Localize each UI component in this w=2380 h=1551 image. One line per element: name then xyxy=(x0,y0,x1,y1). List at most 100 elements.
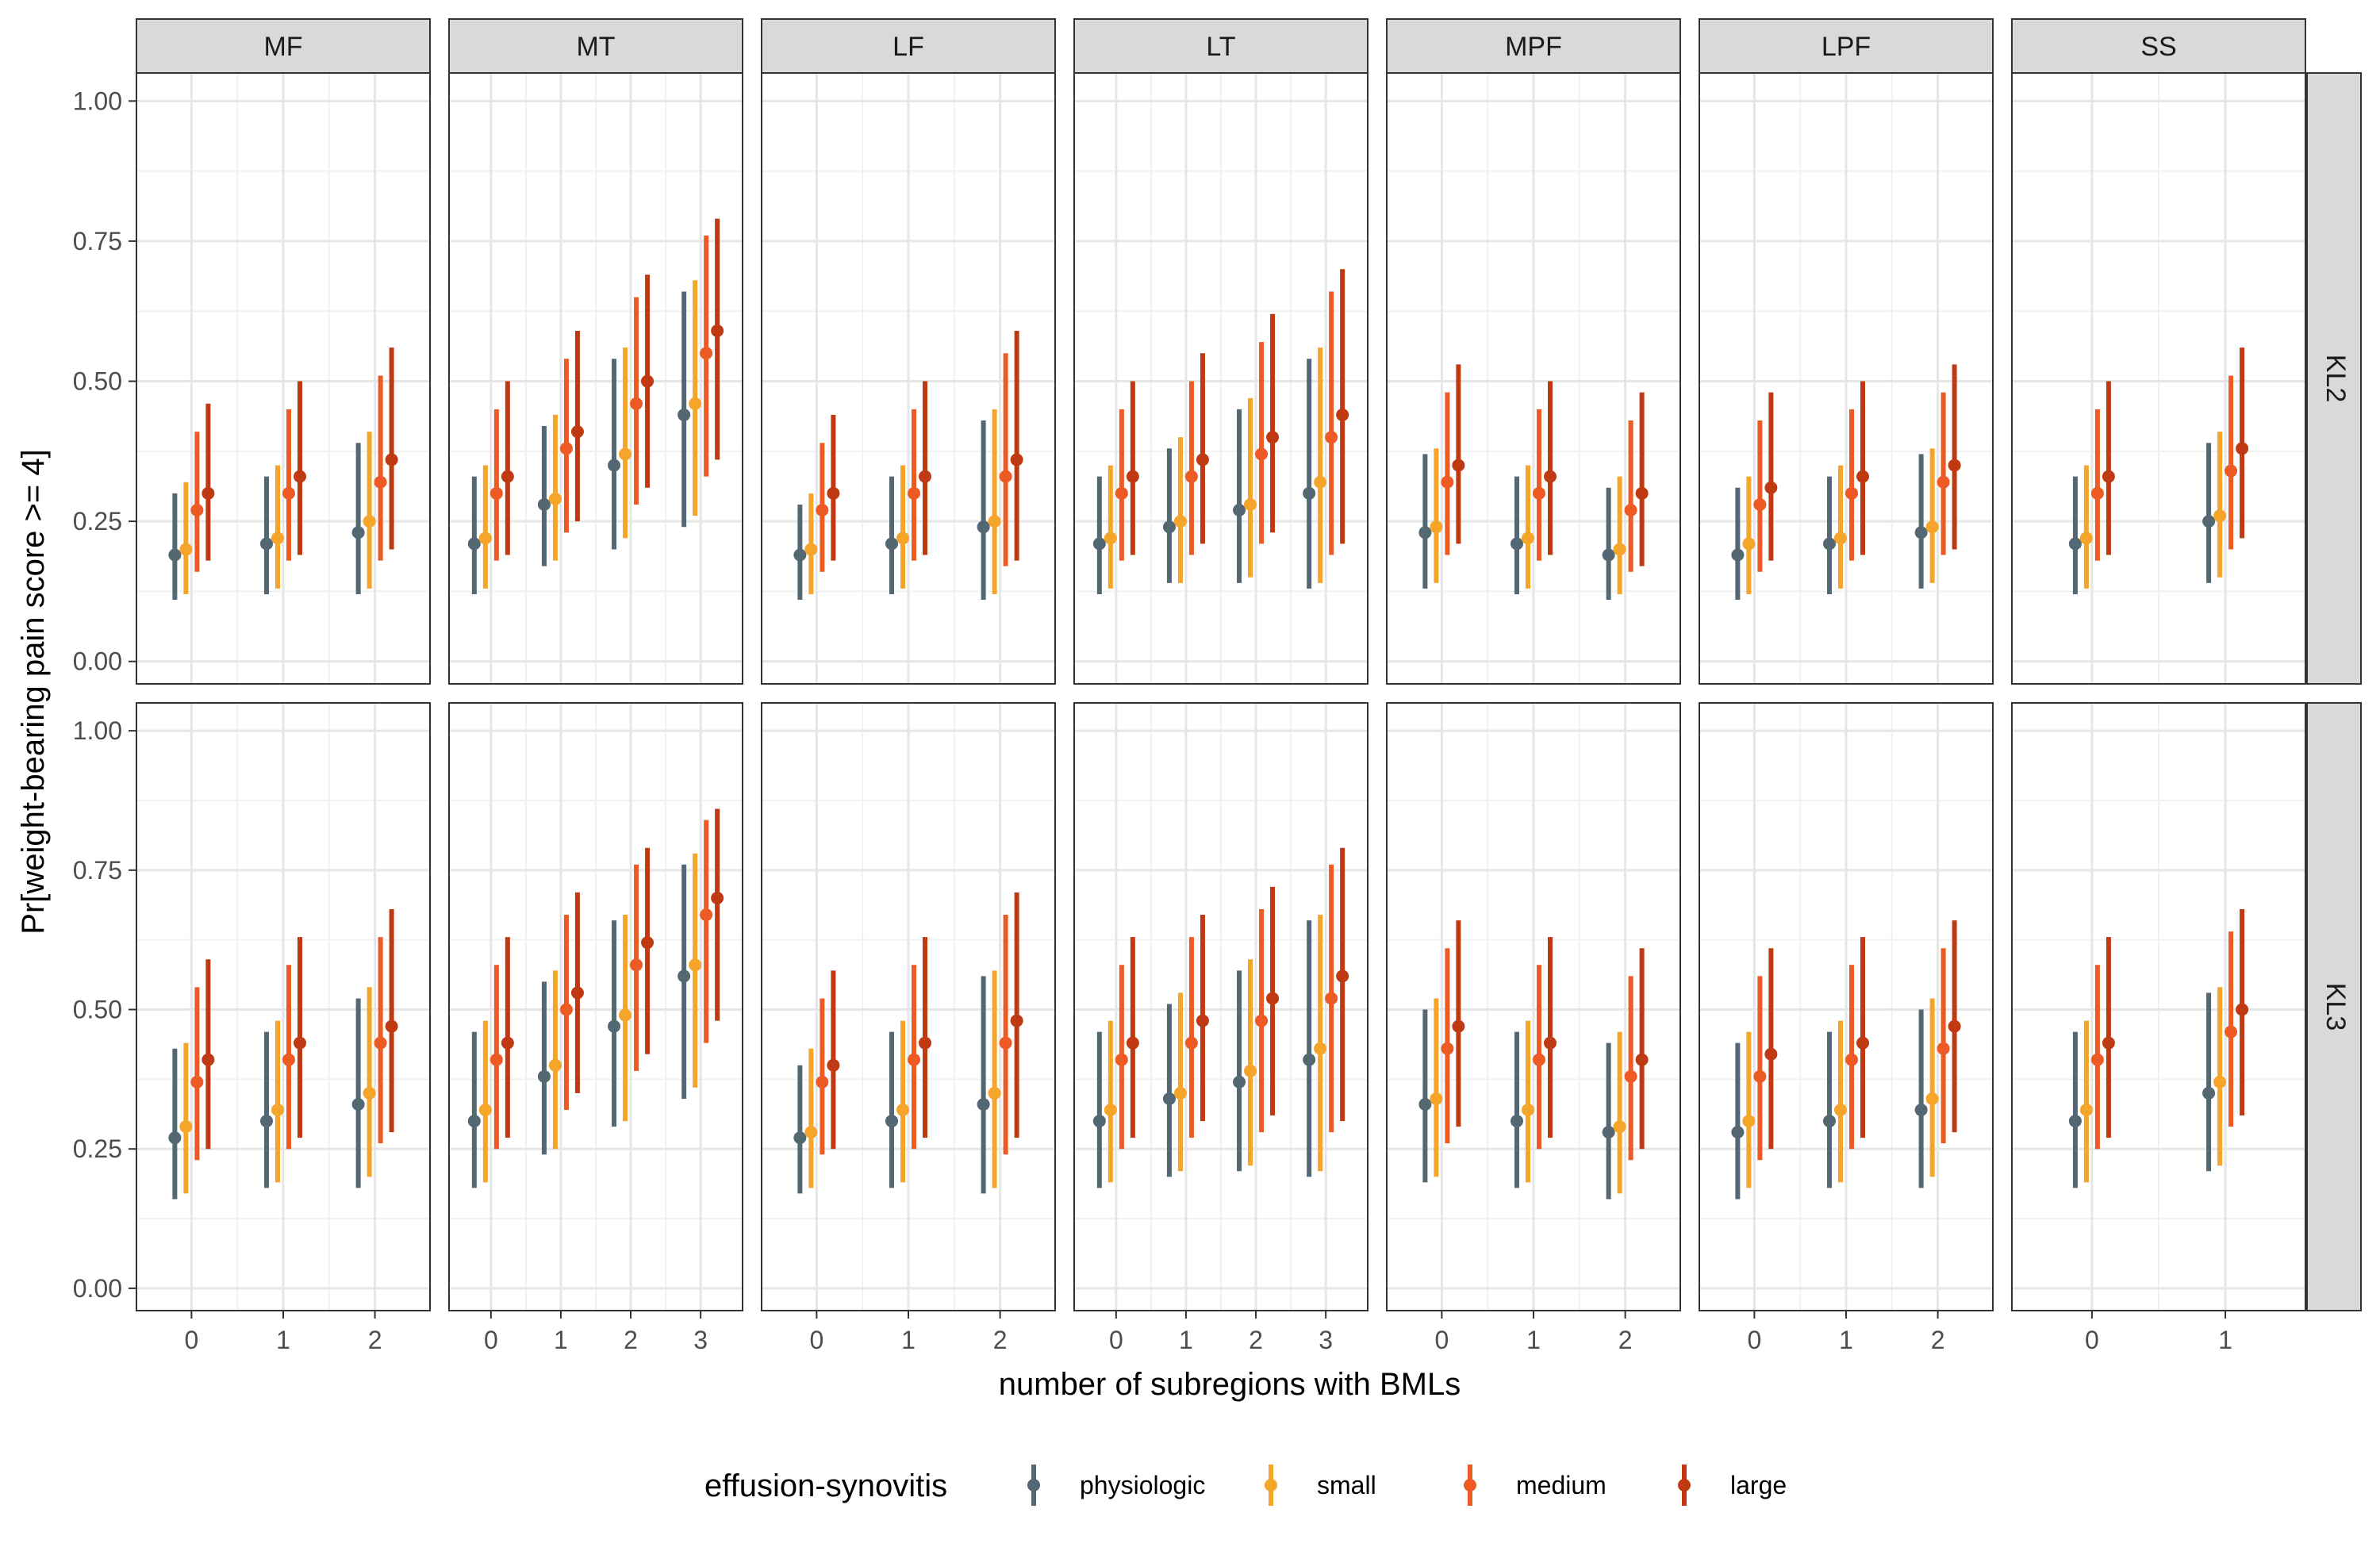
point-medium xyxy=(559,442,573,455)
point-physiologic xyxy=(1511,1115,1523,1128)
point-physiologic xyxy=(1092,537,1106,551)
point-small xyxy=(1244,1064,1257,1077)
point-medium xyxy=(1753,1069,1767,1083)
point-large xyxy=(2236,442,2249,455)
point-large xyxy=(1635,1053,1649,1066)
legend-key-point-large xyxy=(1678,1479,1691,1491)
point-large xyxy=(385,1019,398,1033)
x-tick-label: 0 xyxy=(484,1326,498,1354)
panel-border xyxy=(448,72,743,685)
point-medium xyxy=(700,908,713,922)
point-medium xyxy=(816,504,829,517)
point-physiologic xyxy=(1092,1115,1106,1128)
point-physiologic xyxy=(1511,537,1523,551)
facet-strip-LF xyxy=(761,18,1056,74)
point-physiologic xyxy=(2068,1115,2082,1128)
y-tick-label: 0.00 xyxy=(73,1274,122,1303)
point-medium xyxy=(1441,475,1454,489)
point-physiologic xyxy=(1162,520,1176,534)
point-medium xyxy=(1255,1014,1269,1027)
point-medium xyxy=(908,486,920,500)
row-strip-KL2 xyxy=(2306,72,2362,685)
point-physiologic xyxy=(885,1115,898,1128)
point-medium xyxy=(630,958,643,972)
point-large xyxy=(1336,969,1349,983)
point-large xyxy=(1635,486,1649,500)
point-large xyxy=(1544,1036,1557,1050)
legend-title: effusion-synovitis xyxy=(704,1468,947,1503)
point-small xyxy=(1925,520,1939,534)
legend-key-point-physiologic xyxy=(1027,1479,1040,1491)
point-medium xyxy=(190,1075,204,1088)
panel-border xyxy=(1699,72,1994,685)
point-small xyxy=(1613,543,1626,556)
point-physiologic xyxy=(168,1131,182,1145)
point-small xyxy=(2079,1104,2093,1117)
point-medium xyxy=(1441,1042,1454,1055)
point-large xyxy=(1764,1047,1778,1061)
point-physiologic xyxy=(168,548,182,562)
x-tick-label: 1 xyxy=(2218,1326,2232,1354)
point-small xyxy=(896,532,909,545)
point-physiologic xyxy=(1162,1092,1176,1105)
point-small xyxy=(548,492,562,505)
legend-label-physiologic: physiologic xyxy=(1080,1471,1205,1499)
legend-label-large: large xyxy=(1730,1471,1787,1499)
point-physiologic xyxy=(351,1097,365,1111)
facet-strip-MF xyxy=(136,18,431,74)
point-medium xyxy=(1533,1053,1545,1066)
point-small xyxy=(363,1086,376,1100)
point-medium xyxy=(1937,1042,1950,1055)
point-physiologic xyxy=(260,1115,273,1128)
point-large xyxy=(1126,1036,1139,1050)
point-large xyxy=(294,1036,306,1050)
point-large xyxy=(570,986,584,1000)
facet-strip-label-LF: LF xyxy=(892,32,924,62)
point-physiologic xyxy=(1602,1126,1615,1139)
point-physiologic xyxy=(1914,1104,1928,1117)
point-medium xyxy=(374,1036,387,1050)
point-small xyxy=(2079,532,2093,545)
point-physiologic xyxy=(1731,548,1745,562)
point-small xyxy=(1173,1086,1187,1100)
x-tick-label: 0 xyxy=(1747,1326,1761,1354)
point-physiologic xyxy=(2202,515,2216,528)
point-medium xyxy=(1115,486,1128,500)
point-medium xyxy=(700,347,713,360)
point-large xyxy=(570,425,584,439)
point-medium xyxy=(374,475,387,489)
point-large xyxy=(202,486,215,500)
point-physiologic xyxy=(608,1019,621,1033)
point-physiologic xyxy=(977,520,990,534)
x-tick-label: 0 xyxy=(1109,1326,1123,1354)
point-large xyxy=(919,470,931,483)
point-physiologic xyxy=(260,537,273,551)
point-large xyxy=(501,470,514,483)
point-medium xyxy=(630,397,643,410)
point-physiologic xyxy=(351,526,365,539)
point-large xyxy=(1010,1014,1023,1027)
point-medium xyxy=(908,1053,920,1066)
x-tick-label: 1 xyxy=(554,1326,568,1354)
facet-strip-LT xyxy=(1073,18,1368,74)
point-large xyxy=(1544,470,1557,483)
point-large xyxy=(2236,1003,2249,1016)
point-physiologic xyxy=(608,459,621,472)
x-tick-label: 1 xyxy=(276,1326,290,1354)
panel-border xyxy=(136,72,431,685)
point-large xyxy=(1266,431,1280,444)
point-large xyxy=(1336,408,1349,421)
x-axis-title: number of subregions with BMLs xyxy=(999,1367,1461,1402)
point-small xyxy=(1430,520,1443,534)
panel-border xyxy=(1073,702,1368,1311)
point-medium xyxy=(282,486,295,500)
point-physiologic xyxy=(1731,1126,1745,1139)
row-strip-KL3 xyxy=(2306,702,2362,1311)
point-medium xyxy=(2090,486,2104,500)
point-medium xyxy=(1533,486,1545,500)
point-small xyxy=(619,1008,632,1022)
y-tick-label: 0.25 xyxy=(73,1134,122,1163)
y-axis-title: Pr[weight-bearing pain score >= 4] xyxy=(16,449,51,934)
